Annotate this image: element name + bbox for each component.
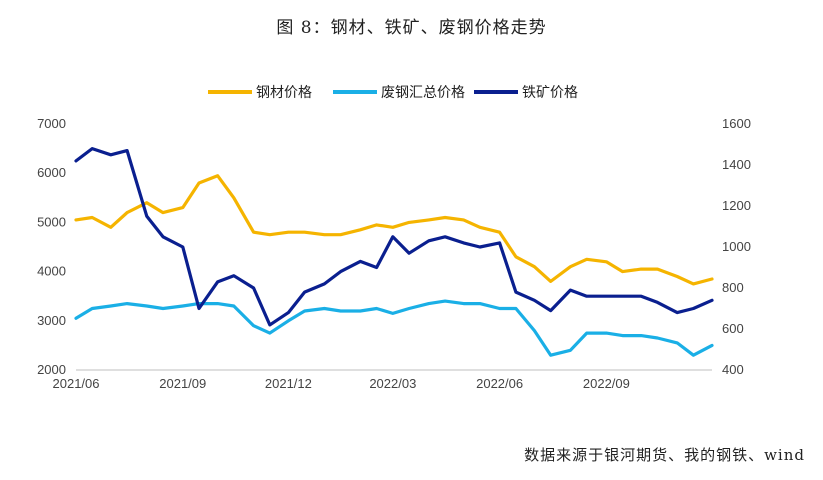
y-right-tick-label: 400 bbox=[722, 362, 744, 377]
x-tick-label: 2022/03 bbox=[369, 376, 416, 391]
y-right-tick-label: 600 bbox=[722, 321, 744, 336]
series-line-1 bbox=[74, 174, 714, 286]
y-left-tick-label: 6000 bbox=[37, 165, 66, 180]
y-left-tick-label: 5000 bbox=[37, 214, 66, 229]
legend-label: 铁矿价格 bbox=[522, 84, 578, 100]
y-left-tick-label: 7000 bbox=[37, 116, 66, 131]
y-right-tick-label: 1000 bbox=[722, 239, 751, 254]
y-right-tick-label: 1200 bbox=[722, 198, 751, 213]
figure-caption: 图 8：钢材、铁矿、废钢价格走势 bbox=[276, 18, 547, 38]
y-right-tick-label: 800 bbox=[722, 280, 744, 295]
y-left-tick-label: 4000 bbox=[37, 264, 66, 279]
y-left-tick-label: 2000 bbox=[37, 362, 66, 377]
y-right-tick-label: 1400 bbox=[722, 157, 751, 172]
legend-label: 钢材价格 bbox=[256, 84, 312, 100]
x-tick-label: 2022/06 bbox=[476, 376, 523, 391]
data-source-note: 数据来源于银河期货、我的钢铁、wind bbox=[524, 446, 805, 464]
x-tick-label: 2021/09 bbox=[159, 376, 206, 391]
series-line-3 bbox=[74, 147, 714, 327]
x-tick-label: 2021/12 bbox=[265, 376, 312, 391]
legend-label: 废钢汇总价格 bbox=[381, 84, 465, 100]
y-right-tick-label: 1600 bbox=[722, 116, 751, 131]
series-line-2 bbox=[74, 299, 714, 357]
y-left-tick-label: 3000 bbox=[37, 313, 66, 328]
x-tick-label: 2021/06 bbox=[53, 376, 100, 391]
x-tick-label: 2022/09 bbox=[583, 376, 630, 391]
